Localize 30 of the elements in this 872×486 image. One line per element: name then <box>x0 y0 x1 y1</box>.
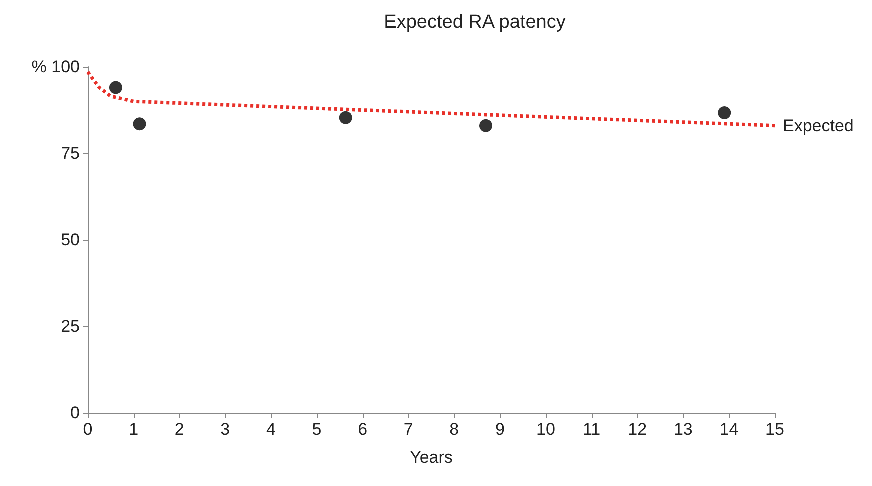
x-tick-label: 13 <box>674 420 693 439</box>
x-tick-label: 6 <box>358 420 368 439</box>
x-tick-label: 4 <box>266 420 276 439</box>
x-tick-label: 8 <box>450 420 460 439</box>
point <box>133 118 146 131</box>
x-tick-label: 5 <box>312 420 322 439</box>
x-axis-title: Years <box>410 448 453 467</box>
y-tick-label: 25 <box>61 317 80 336</box>
x-tick-label: 11 <box>582 420 601 439</box>
point <box>480 119 492 132</box>
series-label: Expected <box>783 116 854 136</box>
line-series <box>86 70 777 128</box>
x-tick-label: 14 <box>720 420 739 439</box>
x-tick-label: 3 <box>220 420 230 439</box>
y-tick-label: 75 <box>61 144 80 163</box>
point <box>718 106 732 120</box>
chart-title: Expected RA patency <box>384 12 566 33</box>
x-tick-label: 2 <box>174 420 184 439</box>
y-tick-label: 0 <box>70 404 80 422</box>
y-tick-label: % 100 <box>32 58 80 76</box>
x-tick-label: 12 <box>628 420 648 439</box>
x-tick-label: 0 <box>83 420 93 439</box>
x-tick-label: 1 <box>129 420 139 439</box>
point <box>339 111 352 124</box>
point <box>109 81 122 94</box>
y-tick-label: 50 <box>61 230 80 250</box>
x-tick-label: 10 <box>536 420 556 439</box>
x-tick-label: 9 <box>495 420 505 439</box>
x-tick-label: 7 <box>404 420 414 439</box>
x-tick-label: 15 <box>766 420 784 439</box>
